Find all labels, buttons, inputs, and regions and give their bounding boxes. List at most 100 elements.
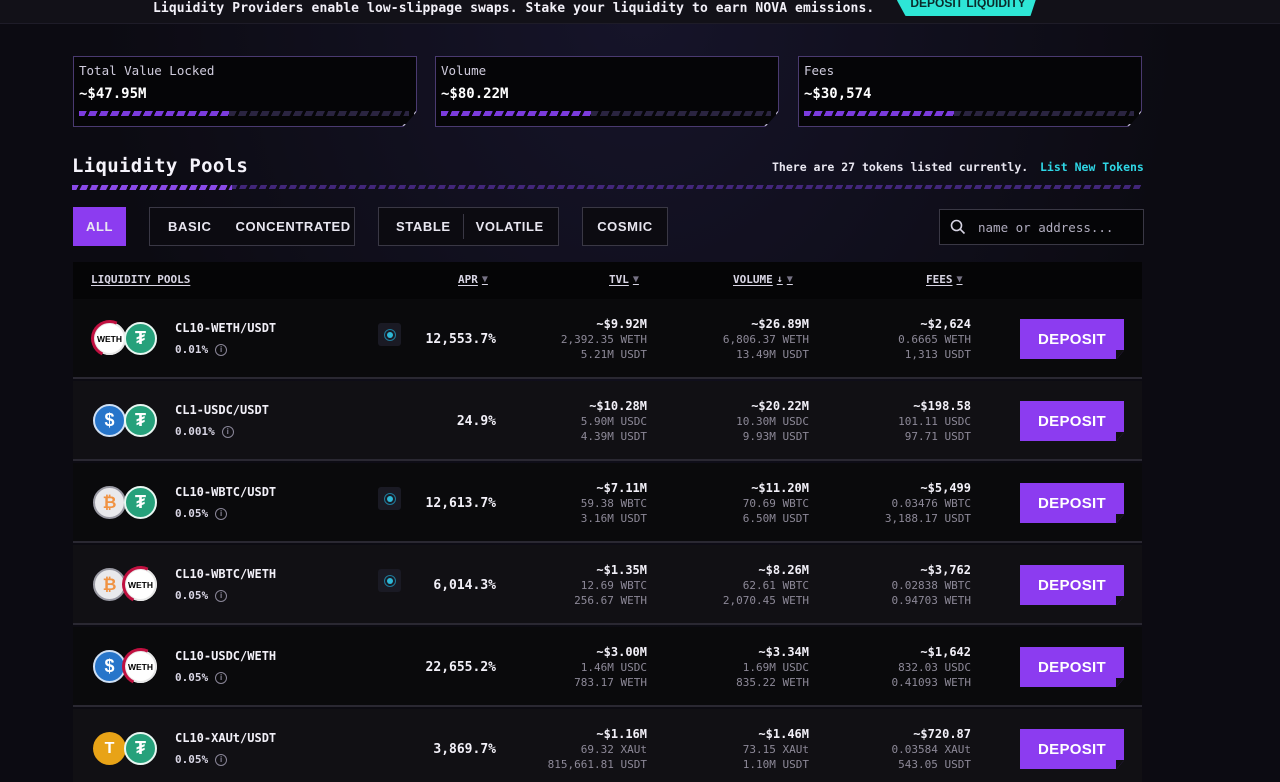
volume-cell: ~$8.26M 62.61 WBTC 2,070.45 WETH	[723, 562, 809, 608]
filter-icon[interactable]: ▼	[632, 274, 639, 285]
fee-tier-value: 0.01%	[175, 343, 209, 356]
fees-total: ~$1,642	[920, 645, 971, 659]
volume-total: ~$20.22M	[751, 399, 809, 413]
search-box[interactable]	[939, 209, 1144, 245]
filter-all-button[interactable]: ALL	[73, 207, 126, 246]
column-header-tvl[interactable]: TVL ▼	[609, 273, 639, 286]
stat-label: Total Value Locked	[79, 63, 215, 78]
filter-icon[interactable]: ▼	[956, 274, 963, 285]
volume-token-a: 6,806.37 WETH	[722, 333, 809, 346]
table-row: ₿ ₮ CL10-WBTC/USDT 0.05% i 12,613.7% ~$7.…	[73, 463, 1142, 543]
weth-token-icon: WETH	[93, 322, 126, 355]
stat-card-fees: Fees ~$30,574	[798, 56, 1142, 127]
fees-token-b: 543.05 USDT	[898, 758, 971, 771]
sort-down-icon[interactable]: ↓	[776, 274, 783, 285]
table-header: LIQUIDITY POOLS APR ▼ TVL ▼ VOLUME ↓ ▼ FEES ▼	[73, 262, 1142, 299]
pool-pair-name[interactable]: CL10-XAUt/USDT	[175, 731, 277, 745]
fees-cell: ~$720.87 0.03584 XAUt 543.05 USDT	[892, 726, 971, 772]
deposit-button[interactable]: DEPOSIT	[1020, 647, 1124, 687]
usdt-token-icon: ₮	[124, 404, 157, 437]
filter-cosmic-button[interactable]: COSMIC	[582, 207, 668, 246]
pool-pair-name[interactable]: CL10-WBTC/USDT	[175, 485, 277, 499]
search-icon	[950, 219, 966, 235]
volume-token-b: 835.22 WETH	[736, 676, 809, 689]
fees-token-a: 101.11 USDC	[898, 415, 971, 428]
tvl-total: ~$1.16M	[596, 727, 647, 741]
volume-token-b: 1.10M USDT	[742, 758, 809, 771]
tvl-token-a: 12.69 WBTC	[580, 579, 647, 592]
pool-pair-name[interactable]: CL10-USDC/WETH	[175, 649, 277, 663]
stat-label: Fees	[804, 63, 835, 78]
usdc-token-icon: $	[93, 404, 126, 437]
info-icon[interactable]: i	[215, 671, 228, 684]
fees-cell: ~$5,499 0.03476 WBTC 3,188.17 USDT	[885, 480, 971, 526]
table-row: T ₮ CL10-XAUt/USDT 0.05% i 3,869.7% ~$1.1…	[73, 709, 1142, 782]
deposit-button[interactable]: DEPOSIT	[1020, 565, 1124, 605]
usdt-token-icon: ₮	[124, 322, 157, 355]
info-icon[interactable]: i	[215, 343, 228, 356]
pool-fee-tier: 0.01% i	[175, 343, 228, 356]
search-input[interactable]	[978, 219, 1138, 235]
filter-volatile-button[interactable]: VOLATILE	[475, 219, 544, 234]
info-icon[interactable]: i	[221, 425, 234, 438]
info-icon[interactable]: i	[215, 507, 228, 520]
pool-pair-name[interactable]: CL10-WBTC/WETH	[175, 567, 277, 581]
cosmic-badge-icon	[378, 569, 401, 592]
info-icon[interactable]: i	[215, 589, 228, 602]
filter-icon[interactable]: ▼	[481, 274, 488, 285]
column-header-fees[interactable]: FEES ▼	[926, 273, 963, 286]
fees-token-a: 832.03 USDC	[898, 661, 971, 674]
volume-cell: ~$11.20M 70.69 WBTC 6.50M USDT	[743, 480, 809, 526]
volume-total: ~$3.34M	[758, 645, 809, 659]
stat-bar-track	[954, 111, 1134, 116]
column-header-volume[interactable]: VOLUME ↓ ▼	[733, 273, 793, 286]
stat-card-tvl: Total Value Locked ~$47.95M	[73, 56, 417, 127]
filter-concentrated-button[interactable]: CONCENTRATED	[235, 219, 351, 234]
deposit-button[interactable]: DEPOSIT	[1020, 729, 1124, 769]
apr-value: 3,869.7%	[433, 742, 496, 757]
tvl-cell: ~$1.35M 12.69 WBTC 256.67 WETH	[574, 562, 647, 608]
filter-stable-button[interactable]: STABLE	[396, 219, 451, 234]
top-banner: Liquidity Providers enable low-slippage …	[0, 0, 1280, 24]
tvl-total: ~$7.11M	[596, 481, 647, 495]
stat-bar	[804, 111, 954, 116]
tvl-token-a: 5.90M USDC	[580, 415, 647, 428]
fees-token-b: 0.94703 WETH	[891, 594, 971, 607]
filter-icon[interactable]: ▼	[786, 274, 793, 285]
stat-value: ~$30,574	[804, 86, 872, 102]
volume-total: ~$26.89M	[751, 317, 809, 331]
banner-text: Liquidity Providers enable low-slippage …	[153, 1, 875, 16]
deposit-button[interactable]: DEPOSIT	[1020, 319, 1124, 359]
fees-cell: ~$1,642 832.03 USDC 0.41093 WETH	[892, 644, 971, 690]
stat-value: ~$47.95M	[79, 86, 147, 102]
volume-token-a: 70.69 WBTC	[742, 497, 809, 510]
pool-pair-name[interactable]: CL1-USDC/USDT	[175, 403, 269, 417]
pool-pair-name[interactable]: CL10-WETH/USDT	[175, 321, 277, 335]
info-icon[interactable]: i	[215, 753, 228, 766]
column-header-label: FEES	[926, 273, 953, 286]
filter-basic-button[interactable]: BASIC	[168, 219, 212, 234]
tvl-token-b: 256.67 WETH	[574, 594, 647, 607]
stat-bar-track	[229, 111, 409, 116]
column-header-pools[interactable]: LIQUIDITY POOLS	[91, 273, 190, 286]
column-header-apr[interactable]: APR ▼	[458, 273, 488, 286]
deposit-button[interactable]: DEPOSIT	[1020, 483, 1124, 523]
fees-total: ~$2,624	[920, 317, 971, 331]
deposit-liquidity-button[interactable]: DEPOSIT LIQUIDITY	[897, 0, 1039, 16]
tvl-cell: ~$3.00M 1.46M USDC 783.17 WETH	[574, 644, 647, 690]
list-new-tokens-link[interactable]: List New Tokens	[1040, 160, 1144, 174]
apr-value: 22,655.2%	[425, 660, 496, 675]
volume-cell: ~$26.89M 6,806.37 WETH 13.49M USDT	[723, 316, 809, 362]
usdt-token-icon: ₮	[124, 486, 157, 519]
apr-value: 6,014.3%	[433, 578, 496, 593]
tvl-token-a: 1.46M USDC	[580, 661, 647, 674]
fees-token-a: 0.6665 WETH	[898, 333, 971, 346]
volume-token-b: 9.93M USDT	[742, 430, 809, 443]
volume-cell: ~$20.22M 10.30M USDC 9.93M USDT	[736, 398, 809, 444]
fees-cell: ~$3,762 0.02838 WBTC 0.94703 WETH	[892, 562, 971, 608]
tvl-total: ~$9.92M	[596, 317, 647, 331]
wbtc-token-icon: ₿	[93, 486, 126, 519]
fees-token-a: 0.03584 XAUt	[891, 743, 971, 756]
deposit-button[interactable]: DEPOSIT	[1020, 401, 1124, 441]
tvl-cell: ~$1.16M 69.32 XAUt 815,661.81 USDT	[548, 726, 647, 772]
